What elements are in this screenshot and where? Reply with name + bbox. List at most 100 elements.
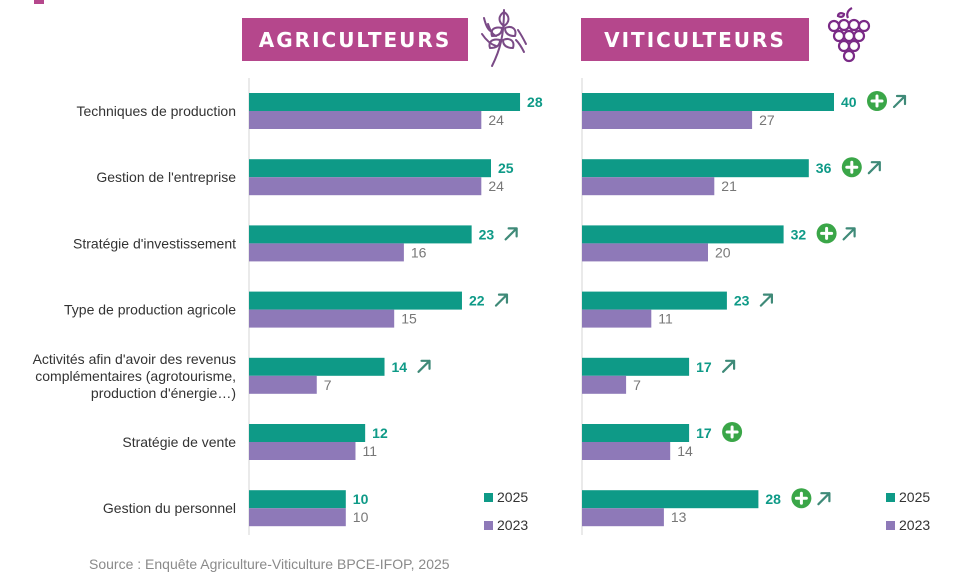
agri-bar-2025: [249, 291, 462, 310]
category-label: Stratégie d'investissement: [73, 235, 236, 251]
agri-up-arrow-icon-path: [504, 227, 518, 241]
viti-bar-2025: [582, 291, 727, 310]
viti-plus-icon-cross: [845, 160, 859, 174]
viti-value-2025: 36: [816, 160, 832, 176]
viti-bar-2025: [582, 424, 690, 442]
agri-up-arrow-icon: [494, 293, 509, 307]
grapes-icon: [826, 6, 872, 73]
viti-up-arrow-icon: [817, 492, 831, 506]
viti-plus-icon-cross: [820, 226, 834, 240]
viti-value-2023: 20: [715, 244, 731, 260]
viti-value-2023: 27: [759, 112, 775, 128]
agri-value-2025: 14: [392, 359, 408, 375]
agri-bar-2023: [249, 111, 482, 129]
agri-value-2025: 25: [498, 160, 514, 176]
agri-value-2023: 7: [324, 377, 332, 393]
viti-bar-2023: [582, 442, 671, 460]
viti-legend-label: 2025: [899, 489, 930, 505]
category-label: complémentaires (agrotourisme,: [35, 368, 236, 384]
viti-value-2023: 21: [721, 178, 737, 194]
viti-legend-label: 2023: [899, 517, 930, 533]
agri-bar-2025: [249, 93, 521, 111]
agri-value-2023: 11: [362, 443, 377, 459]
viti-bar-2025: [582, 225, 784, 244]
viti-plus-icon: [867, 91, 887, 111]
agri-value-2025: 22: [469, 293, 485, 309]
category-label: Activités afin d'avoir des revenus: [33, 351, 236, 367]
viti-up-arrow-icon: [867, 161, 881, 175]
viti-up-arrow-icon: [721, 359, 736, 373]
viti-bar-2023: [582, 243, 708, 262]
viti-bar-2025: [582, 159, 809, 178]
agri-legend-label: 2023: [497, 517, 528, 533]
viti-bar-2025: [582, 93, 834, 111]
agri-value-2023: 15: [401, 311, 417, 327]
agri-bar-2023: [249, 309, 395, 328]
viti-bar-2023: [582, 508, 664, 527]
viti-up-arrow-icon-path: [892, 94, 907, 109]
agri-bar-2023: [249, 177, 482, 196]
agri-legend-swatch: [484, 493, 493, 502]
viti-plus-icon-cross: [725, 425, 739, 439]
agri-legend-label: 2025: [497, 489, 528, 505]
viti-plus-icon: [791, 488, 812, 509]
agri-value-2023: 24: [488, 112, 504, 128]
agriculteurs-title-badge: AGRICULTEURS: [242, 18, 468, 61]
corner-accent: [34, 0, 44, 4]
viti-value-2023: 13: [671, 509, 687, 525]
viti-plus-icon-cross: [870, 94, 884, 108]
viti-plus-icon: [816, 223, 837, 244]
viti-legend-swatch: [886, 493, 895, 502]
agri-up-arrow-icon: [417, 359, 431, 373]
viti-plus-icon-cross: [794, 491, 808, 505]
agriculteurs-title: AGRICULTEURS: [258, 27, 452, 52]
viti-bar-2023: [582, 111, 753, 129]
agri-value-2023: 24: [488, 178, 504, 194]
agri-bar-2023: [249, 375, 317, 394]
viti-up-arrow-icon-path: [842, 227, 856, 241]
viti-up-arrow-icon-path: [817, 492, 831, 506]
viti-value-2023: 14: [677, 443, 693, 459]
viti-bar-2023: [582, 177, 715, 196]
agri-up-arrow-icon: [504, 227, 518, 241]
viti-value-2025: 17: [696, 359, 712, 375]
agri-up-arrow-icon-path: [417, 359, 431, 373]
viti-legend-swatch: [886, 521, 895, 530]
viti-bar-2023: [582, 375, 627, 394]
agri-value-2023: 10: [353, 509, 369, 525]
viti-value-2025: 28: [765, 491, 781, 507]
agri-bar-2025: [249, 357, 385, 376]
agri-value-2025: 12: [372, 425, 388, 441]
viti-value-2025: 32: [791, 226, 807, 242]
viti-value-2025: 23: [734, 293, 750, 309]
viti-plus-icon: [722, 422, 743, 442]
category-label: production d'énergie…): [91, 385, 236, 401]
agri-bar-2025: [249, 225, 472, 244]
category-label: Techniques de production: [76, 103, 236, 119]
agri-value-2023: 16: [411, 244, 427, 260]
category-label: Gestion du personnel: [103, 500, 236, 516]
viti-up-arrow-icon: [759, 293, 774, 307]
agri-bar-2025: [249, 424, 366, 442]
agri-up-arrow-icon-path: [494, 293, 509, 307]
viti-value-2025: 17: [696, 425, 712, 441]
viticulteurs-title-badge: VITICULTEURS: [581, 18, 809, 61]
viti-value-2023: 7: [633, 377, 641, 393]
wheat-icon: [478, 6, 528, 73]
viti-up-arrow-icon: [892, 94, 907, 109]
agri-bar-2025: [249, 490, 346, 509]
source-note: Source : Enquête Agriculture-Viticulture…: [89, 556, 450, 572]
viti-bar-2025: [582, 490, 759, 509]
agri-bar-2025: [249, 159, 491, 178]
agri-bar-2023: [249, 508, 346, 527]
viti-value-2025: 40: [841, 94, 857, 110]
agri-bar-2023: [249, 442, 356, 460]
viti-up-arrow-icon-path: [867, 161, 881, 175]
viti-bar-2025: [582, 357, 690, 376]
agri-legend-swatch: [484, 521, 493, 530]
viti-up-arrow-icon-path: [721, 359, 736, 373]
viti-value-2023: 11: [658, 311, 673, 327]
agri-value-2025: 10: [353, 491, 369, 507]
viticulteurs-title: VITICULTEURS: [604, 27, 786, 52]
viti-plus-icon: [841, 157, 862, 178]
